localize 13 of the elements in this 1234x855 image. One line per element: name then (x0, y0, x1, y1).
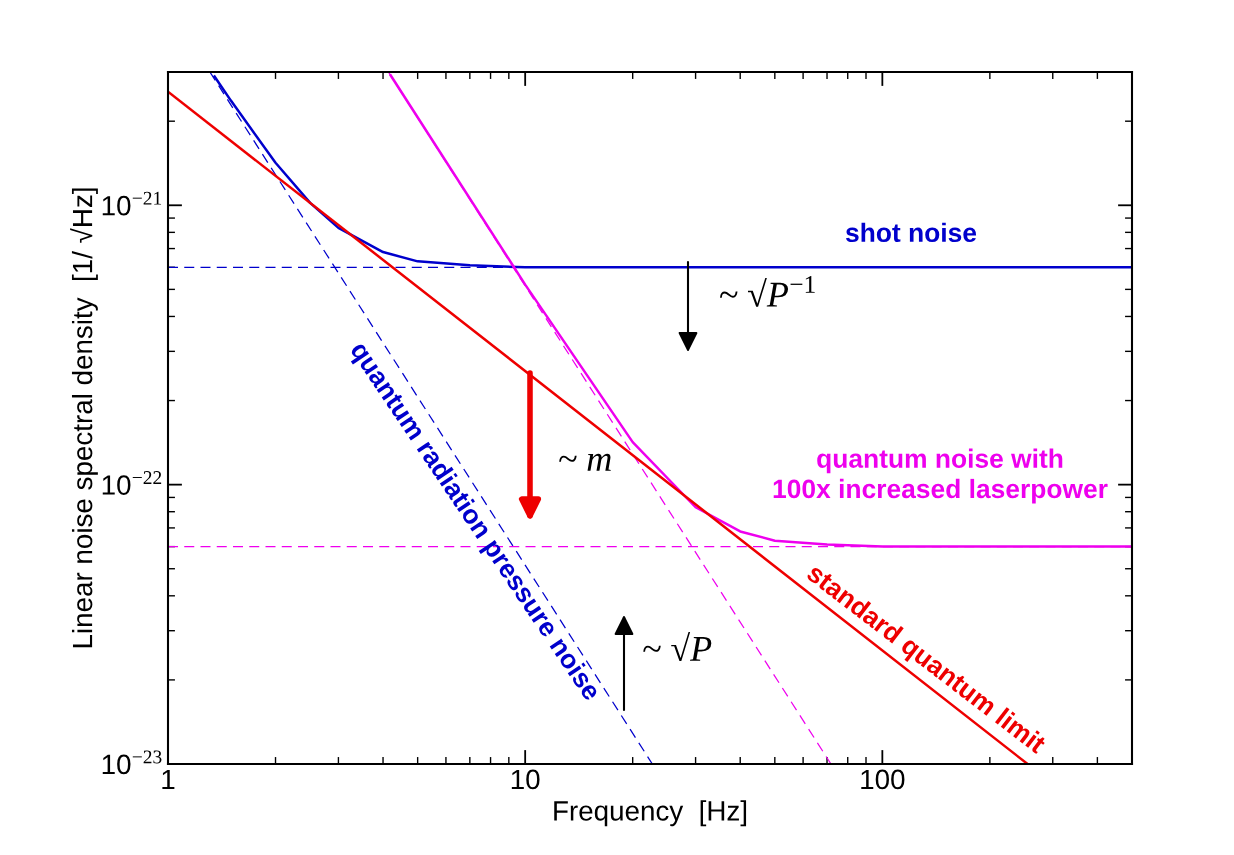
x-tick-label: 100 (861, 769, 905, 790)
x-tick-label: 1 (162, 769, 175, 789)
y-tick-label: 10$^{−22}$ (102, 471, 162, 495)
y-axis-title: Linear noise spectral density [1/ √Hz] (70, 188, 98, 648)
annotation: ~ m (559, 453, 611, 471)
annotation: ~ √P (643, 632, 712, 661)
annotation: ~ √P$^{−1}$ (720, 275, 815, 307)
x-tick-label: 10 (511, 769, 540, 790)
y-tick-label: 10$^{−21}$ (102, 191, 162, 216)
series-label: shot noise (845, 222, 977, 243)
x-axis-title: Frequency [Hz] (554, 800, 747, 827)
series-label: quantum noise with 100x increased laserpower (773, 448, 1108, 504)
y-tick-label: 10$^{−23}$ (102, 750, 162, 775)
